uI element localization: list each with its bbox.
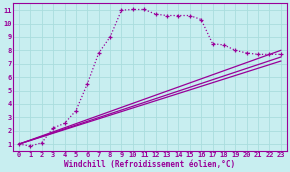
- X-axis label: Windchill (Refroidissement éolien,°C): Windchill (Refroidissement éolien,°C): [64, 159, 235, 169]
